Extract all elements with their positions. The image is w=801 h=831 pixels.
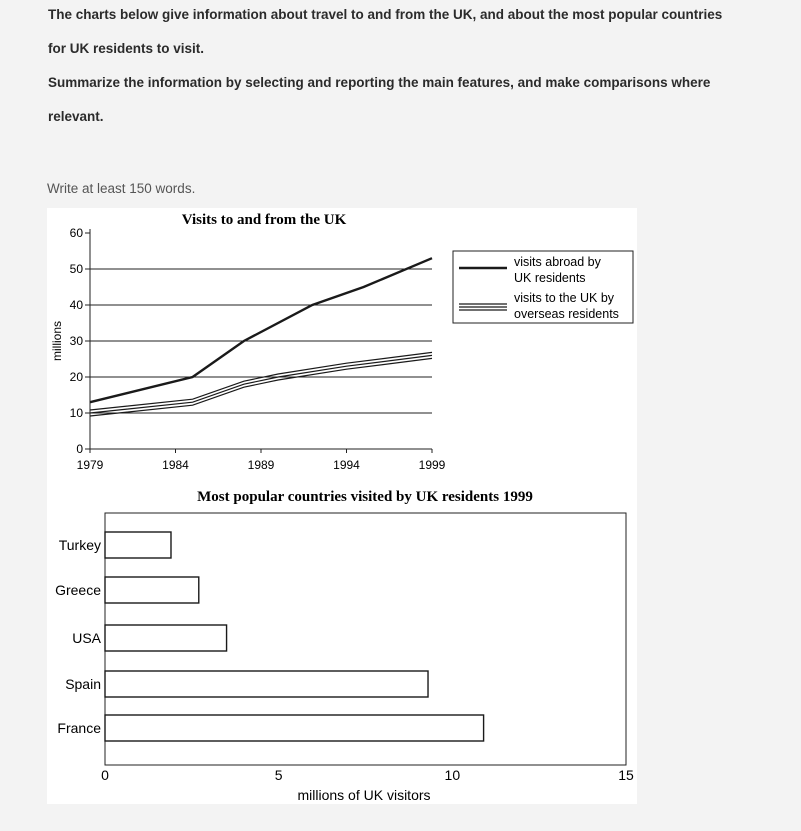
legend-box — [452, 250, 634, 324]
y-tick-label: 30 — [70, 334, 84, 348]
bar-usa — [104, 624, 228, 652]
bar-spain — [104, 670, 429, 698]
x-tick-label: 15 — [618, 767, 634, 783]
series-line-visits-to-uk-stroke-1 — [89, 351, 433, 411]
y-tick-label: 20 — [70, 370, 84, 384]
x-tick-label: 1984 — [162, 458, 189, 472]
line-chart-title: Visits to and from the UK — [182, 212, 347, 228]
x-tick-label: 1999 — [419, 458, 446, 472]
legend-label-visits-abroad: visits abroad by UK residents — [514, 255, 602, 285]
task-prompt: The charts below give information about … — [48, 0, 788, 134]
legend-label-visits-to-uk: visits to the UK by overseas residents — [514, 291, 619, 321]
x-tick-label: 5 — [275, 767, 283, 783]
x-tick-label: 10 — [445, 767, 461, 783]
prompt-line-4: relevant. — [48, 109, 104, 124]
bar-greece — [104, 576, 200, 604]
prompt-line-2: for UK residents to visit. — [48, 41, 205, 56]
y-tick-label: 40 — [70, 298, 84, 312]
word-count-hint: Write at least 150 words. — [47, 181, 196, 196]
category-label: Turkey — [59, 537, 101, 553]
y-tick-label: 50 — [70, 262, 84, 276]
x-axis-label: millions of UK visitors — [297, 787, 430, 803]
prompt-line-3: Summarize the information by selecting a… — [48, 75, 711, 90]
category-label: Spain — [65, 676, 101, 692]
category-label: USA — [72, 630, 101, 646]
x-tick-label: 1989 — [248, 458, 275, 472]
chart-figure: Visits to and from the UK 0 10 20 30 40 50 60 19… — [47, 208, 637, 804]
bar-turkey — [104, 531, 172, 559]
series-line-visits-to-uk-stroke-3 — [89, 357, 433, 417]
bar-chart-title: Most popular countries visited by UK res… — [197, 489, 533, 505]
y-axis-label: millions — [50, 321, 64, 361]
category-label: Greece — [55, 582, 101, 598]
prompt-line-1: The charts below give information about … — [48, 7, 723, 22]
y-tick-label: 60 — [70, 226, 84, 240]
line-chart: Visits to and from the UK 0 10 20 30 40 50 60 19… — [50, 212, 634, 472]
x-tick-label: 1994 — [333, 458, 360, 472]
x-tick-label: 1979 — [77, 458, 104, 472]
y-tick-label: 10 — [70, 406, 84, 420]
bar-chart: Most popular countries visited by UK res… — [55, 489, 634, 803]
y-tick-label: 0 — [76, 442, 83, 456]
x-tick-label: 0 — [101, 767, 109, 783]
series-line-visits-abroad — [89, 257, 433, 404]
series-line-visits-to-uk-stroke-2 — [89, 354, 433, 414]
bar-france — [104, 714, 485, 742]
category-label: France — [57, 720, 101, 736]
